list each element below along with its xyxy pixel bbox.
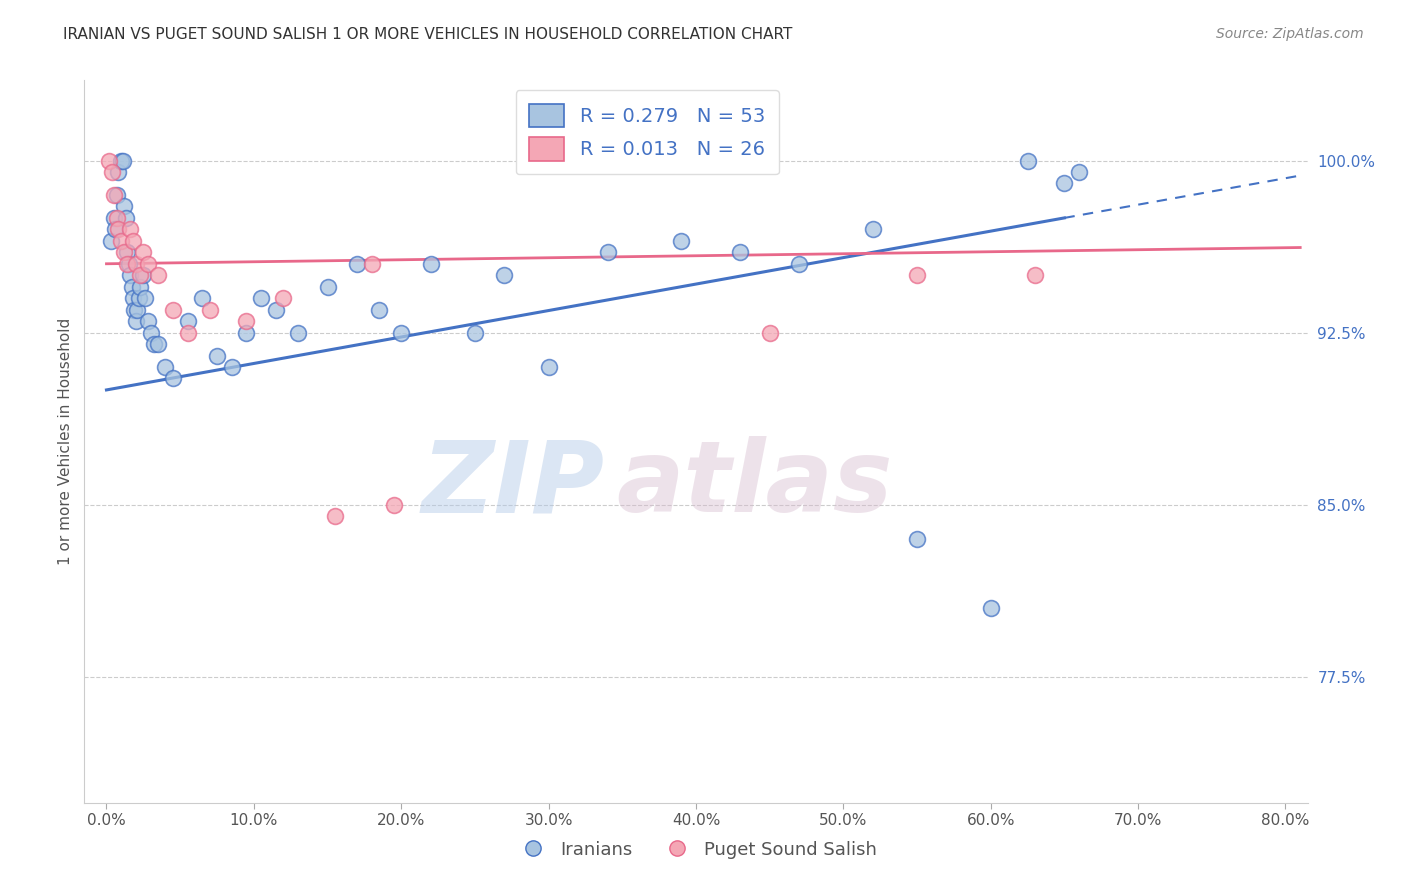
Point (110, 153, 132, 168)
Text: Source: ZipAtlas.com: Source: ZipAtlas.com (1216, 27, 1364, 41)
Point (1017, 153, 1039, 168)
Point (787, 257, 810, 271)
Point (100, 234, 122, 248)
Point (1024, 268, 1046, 283)
Legend: Iranians, Puget Sound Salish: Iranians, Puget Sound Salish (508, 834, 884, 866)
Point (205, 349, 228, 363)
Point (132, 268, 155, 283)
Y-axis label: 1 or more Vehicles in Household: 1 or more Vehicles in Household (58, 318, 73, 566)
Point (671, 234, 693, 248)
Point (117, 257, 139, 271)
Point (112, 245, 135, 260)
Point (118, 222, 141, 236)
Point (121, 279, 143, 293)
Point (111, 153, 134, 168)
Text: atlas: atlas (616, 436, 893, 533)
Point (191, 291, 214, 305)
Point (146, 268, 169, 283)
Point (980, 600, 1002, 615)
Point (905, 268, 928, 283)
Point (129, 279, 152, 293)
Point (176, 326, 198, 340)
Text: IRANIAN VS PUGET SOUND SALISH 1 OR MORE VEHICLES IN HOUSEHOLD CORRELATION CHART: IRANIAN VS PUGET SOUND SALISH 1 OR MORE … (63, 27, 793, 42)
Point (103, 188, 125, 202)
Point (125, 257, 148, 271)
Point (112, 199, 135, 213)
Point (118, 268, 141, 283)
Point (728, 245, 751, 260)
Point (360, 257, 382, 271)
Point (323, 509, 346, 524)
Point (101, 165, 124, 179)
Point (107, 222, 129, 236)
Point (139, 326, 162, 340)
Point (537, 359, 560, 374)
Point (162, 302, 184, 317)
Point (136, 257, 159, 271)
Point (129, 268, 152, 283)
Point (1053, 177, 1076, 191)
Point (273, 291, 295, 305)
Point (1069, 165, 1091, 179)
Point (464, 326, 486, 340)
Point (382, 498, 405, 512)
Point (110, 234, 132, 248)
Point (235, 326, 257, 340)
Point (862, 222, 884, 236)
Point (136, 314, 159, 328)
Point (162, 371, 184, 385)
Point (596, 245, 619, 260)
Point (134, 291, 156, 305)
Point (146, 337, 169, 351)
Point (105, 188, 128, 202)
Point (105, 211, 128, 225)
Point (905, 532, 928, 546)
Point (155, 359, 177, 374)
Point (124, 302, 146, 317)
Point (250, 291, 273, 305)
Text: ZIP: ZIP (422, 436, 605, 533)
Point (198, 302, 221, 317)
Point (132, 245, 155, 260)
Point (235, 314, 257, 328)
Point (368, 302, 391, 317)
Point (389, 326, 412, 340)
Point (107, 165, 129, 179)
Point (346, 257, 368, 271)
Point (176, 314, 198, 328)
Point (125, 314, 148, 328)
Point (104, 222, 127, 236)
Point (115, 257, 138, 271)
Point (122, 291, 145, 305)
Point (264, 302, 287, 317)
Point (98, 153, 121, 168)
Point (316, 279, 339, 293)
Point (103, 211, 125, 225)
Point (221, 359, 243, 374)
Point (142, 337, 165, 351)
Point (127, 302, 149, 317)
Point (287, 326, 309, 340)
Point (114, 211, 136, 225)
Point (494, 268, 516, 283)
Point (128, 291, 150, 305)
Point (419, 257, 441, 271)
Point (122, 234, 145, 248)
Point (758, 326, 780, 340)
Point (115, 245, 138, 260)
